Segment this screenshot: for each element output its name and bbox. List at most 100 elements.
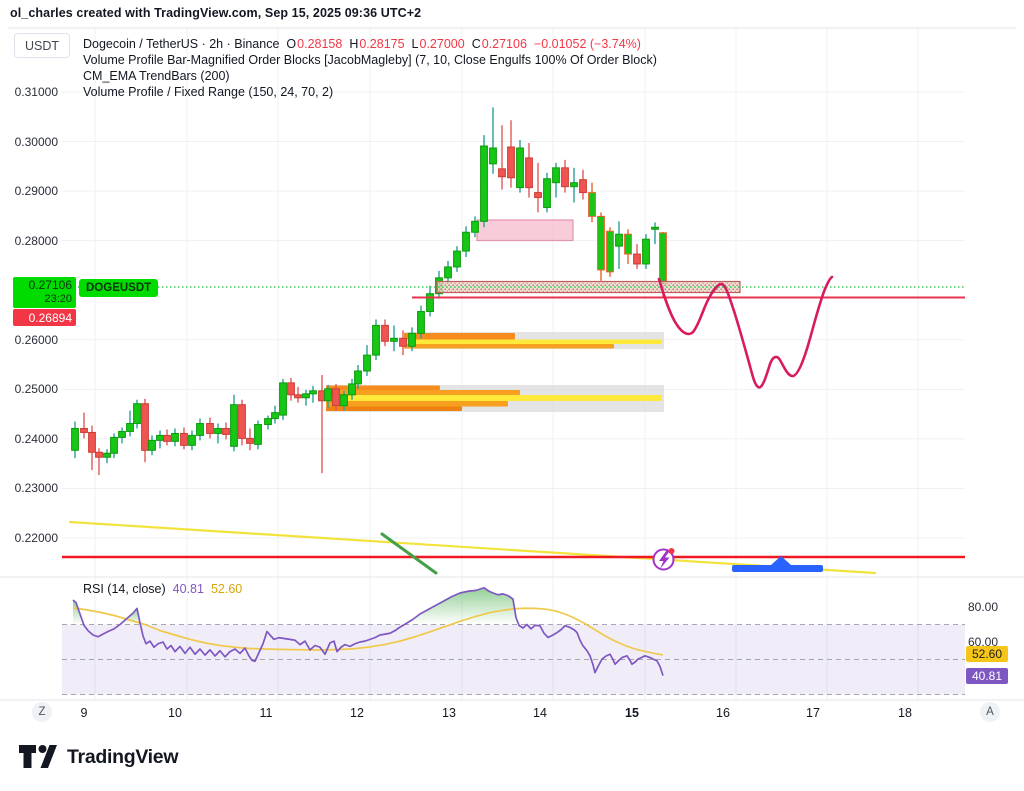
candle-body: [498, 168, 506, 178]
currency-toggle-button[interactable]: USDT: [14, 33, 70, 58]
price-tick-label: 0.24000: [14, 431, 58, 446]
candle-body: [462, 231, 470, 252]
last-price-label: 0.27106 23:20: [13, 277, 76, 308]
candle-body: [332, 388, 340, 407]
candle-body: [552, 167, 560, 184]
candle-body: [264, 418, 272, 426]
alert-lightning-icon[interactable]: [652, 548, 675, 571]
time-tick-label: 9: [80, 706, 88, 720]
candle-body: [348, 383, 356, 396]
indicator-row-cm-ema[interactable]: CM_EMA TrendBars (200): [83, 68, 230, 83]
volume-profile-bar: [326, 401, 508, 407]
rsi-ma-badge: 52.60: [966, 646, 1009, 662]
time-tick-label: 10: [168, 706, 182, 720]
rsi-line: [72, 586, 664, 676]
yellow-trendline[interactable]: [68, 520, 877, 575]
candle-body: [324, 388, 332, 402]
high-value: H 0.28175: [349, 36, 405, 51]
candle-body: [103, 452, 111, 458]
candle-body: [561, 167, 569, 188]
rsi-legend-row[interactable]: RSI (14, close) 40.81 52.60: [83, 582, 242, 596]
price-projection-drawing[interactable]: [657, 275, 834, 389]
rsi-value: 40.81: [172, 582, 204, 596]
order-block-box[interactable]: [476, 219, 574, 242]
rsi-title: RSI (14, close): [83, 582, 166, 596]
candle-body: [340, 394, 348, 407]
volume-profile-bar: [404, 339, 662, 344]
candle-body: [651, 226, 659, 230]
time-tick-label: 18: [898, 706, 912, 720]
price-tick-label: 0.31000: [14, 85, 58, 99]
tradingview-logo-icon: [19, 745, 57, 768]
rsi-overbought-fill: [404, 587, 519, 625]
time-scale-button[interactable]: Z: [32, 702, 52, 722]
tradingview-logo-text: TradingView: [67, 745, 179, 768]
candle-body: [453, 250, 461, 268]
volume-profile-bar: [404, 344, 614, 349]
candle-body: [180, 432, 188, 446]
rsi-pane: [62, 586, 965, 695]
symbol-title: Dogecoin / TetherUS · 2h · Binance: [83, 36, 280, 51]
volume-profile-zones: [326, 332, 664, 412]
candle-body: [579, 179, 587, 194]
supply-band-box[interactable]: [436, 280, 741, 294]
alert-price-label: 0.26894: [13, 309, 76, 326]
lightning-bolt: [659, 550, 670, 569]
candle-body: [171, 432, 179, 442]
candle-body: [480, 145, 488, 222]
price-tick-label: 0.23000: [14, 481, 58, 496]
candle-body: [302, 393, 310, 399]
candle-body: [80, 427, 88, 433]
tradingview-logo[interactable]: TradingView: [18, 744, 179, 770]
volume-profile-bar: [326, 390, 520, 395]
chart-credit: ol_charles created with TradingView.com,…: [10, 6, 422, 20]
candle-body: [525, 157, 533, 189]
blue-level-bar: [732, 565, 823, 572]
volume-profile-bar: [326, 385, 440, 390]
candle-body: [363, 354, 371, 372]
price-tick-label: 0.30000: [14, 134, 58, 149]
candle-body: [444, 266, 452, 279]
symbol-legend-row[interactable]: Dogecoin / TetherUS · 2h · Binance O 0.28…: [83, 36, 641, 51]
candle-body: [163, 434, 171, 442]
candle-body: [543, 178, 551, 208]
candle-body: [196, 423, 204, 436]
candle-body: [254, 424, 262, 445]
time-tick-label: 11: [259, 706, 273, 720]
candle-body: [426, 293, 434, 313]
candle-body: [214, 427, 222, 434]
low-value: L 0.27000: [411, 36, 465, 51]
candle-body: [534, 192, 542, 199]
candle-body: [188, 434, 196, 446]
candle-body: [222, 427, 230, 435]
time-tick-label: 17: [806, 706, 820, 720]
green-trendline-segment[interactable]: [380, 532, 438, 575]
rsi-ma-value: 52.60: [210, 582, 243, 596]
price-tick-label: 0.26000: [14, 332, 58, 347]
candle-body: [489, 147, 497, 165]
candle-body: [110, 436, 118, 454]
candle-body: [633, 253, 641, 265]
candle-body: [141, 403, 149, 451]
candle-body: [372, 324, 380, 356]
candle-body: [133, 403, 141, 425]
candle-body: [271, 412, 279, 420]
rsi-ma-line: [72, 607, 664, 656]
candle-body: [399, 337, 407, 347]
indicator-row-vp-fixed-range[interactable]: Volume Profile / Fixed Range (150, 24, 7…: [83, 84, 334, 99]
time-scale-button[interactable]: A: [980, 702, 1000, 722]
candle-body: [507, 146, 515, 179]
blue-triangle-marker: [771, 556, 791, 565]
candle-body: [156, 434, 164, 441]
candle-body: [287, 382, 295, 396]
price-tick-label: 0.29000: [14, 184, 58, 199]
rsi-axis-60: 60.00: [968, 635, 999, 649]
indicator-row-volume-profile-ob[interactable]: Volume Profile Bar-Magnified Order Block…: [83, 52, 657, 67]
time-tick-label: 12: [350, 706, 364, 720]
candle-body: [71, 427, 79, 451]
candle-body: [471, 220, 479, 233]
candle-body: [246, 437, 254, 444]
candle-body: [354, 370, 362, 385]
volume-profile-bar: [326, 406, 462, 411]
